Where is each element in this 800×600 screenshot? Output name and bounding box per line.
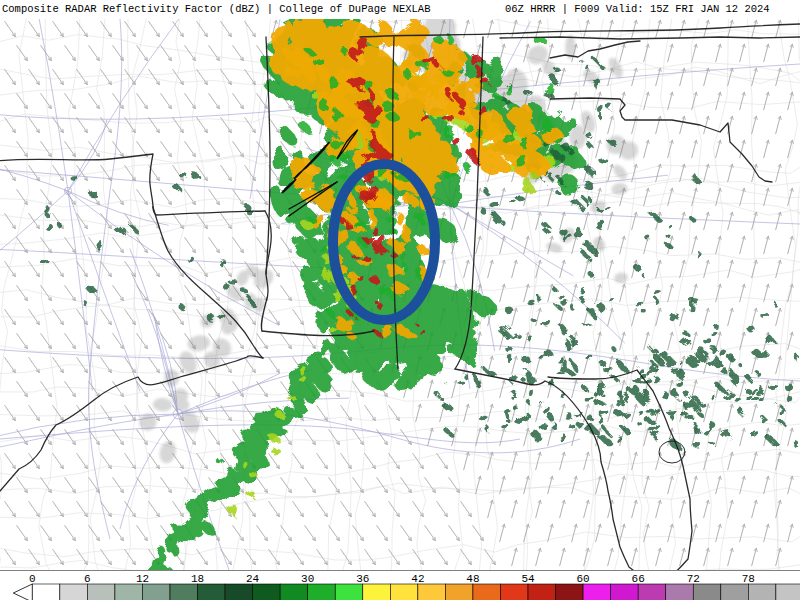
svg-text:72: 72 — [687, 573, 700, 585]
svg-text:60: 60 — [576, 573, 589, 585]
svg-text:0: 0 — [29, 573, 36, 585]
svg-text:6: 6 — [84, 573, 91, 585]
svg-text:30: 30 — [301, 573, 314, 585]
svg-text:66: 66 — [632, 573, 645, 585]
svg-text:42: 42 — [411, 573, 424, 585]
svg-text:24: 24 — [246, 573, 260, 585]
svg-text:36: 36 — [356, 573, 369, 585]
svg-text:78: 78 — [742, 573, 755, 585]
svg-text:48: 48 — [466, 573, 479, 585]
svg-text:18: 18 — [191, 573, 204, 585]
svg-text:54: 54 — [521, 573, 535, 585]
svg-text:12: 12 — [136, 573, 149, 585]
